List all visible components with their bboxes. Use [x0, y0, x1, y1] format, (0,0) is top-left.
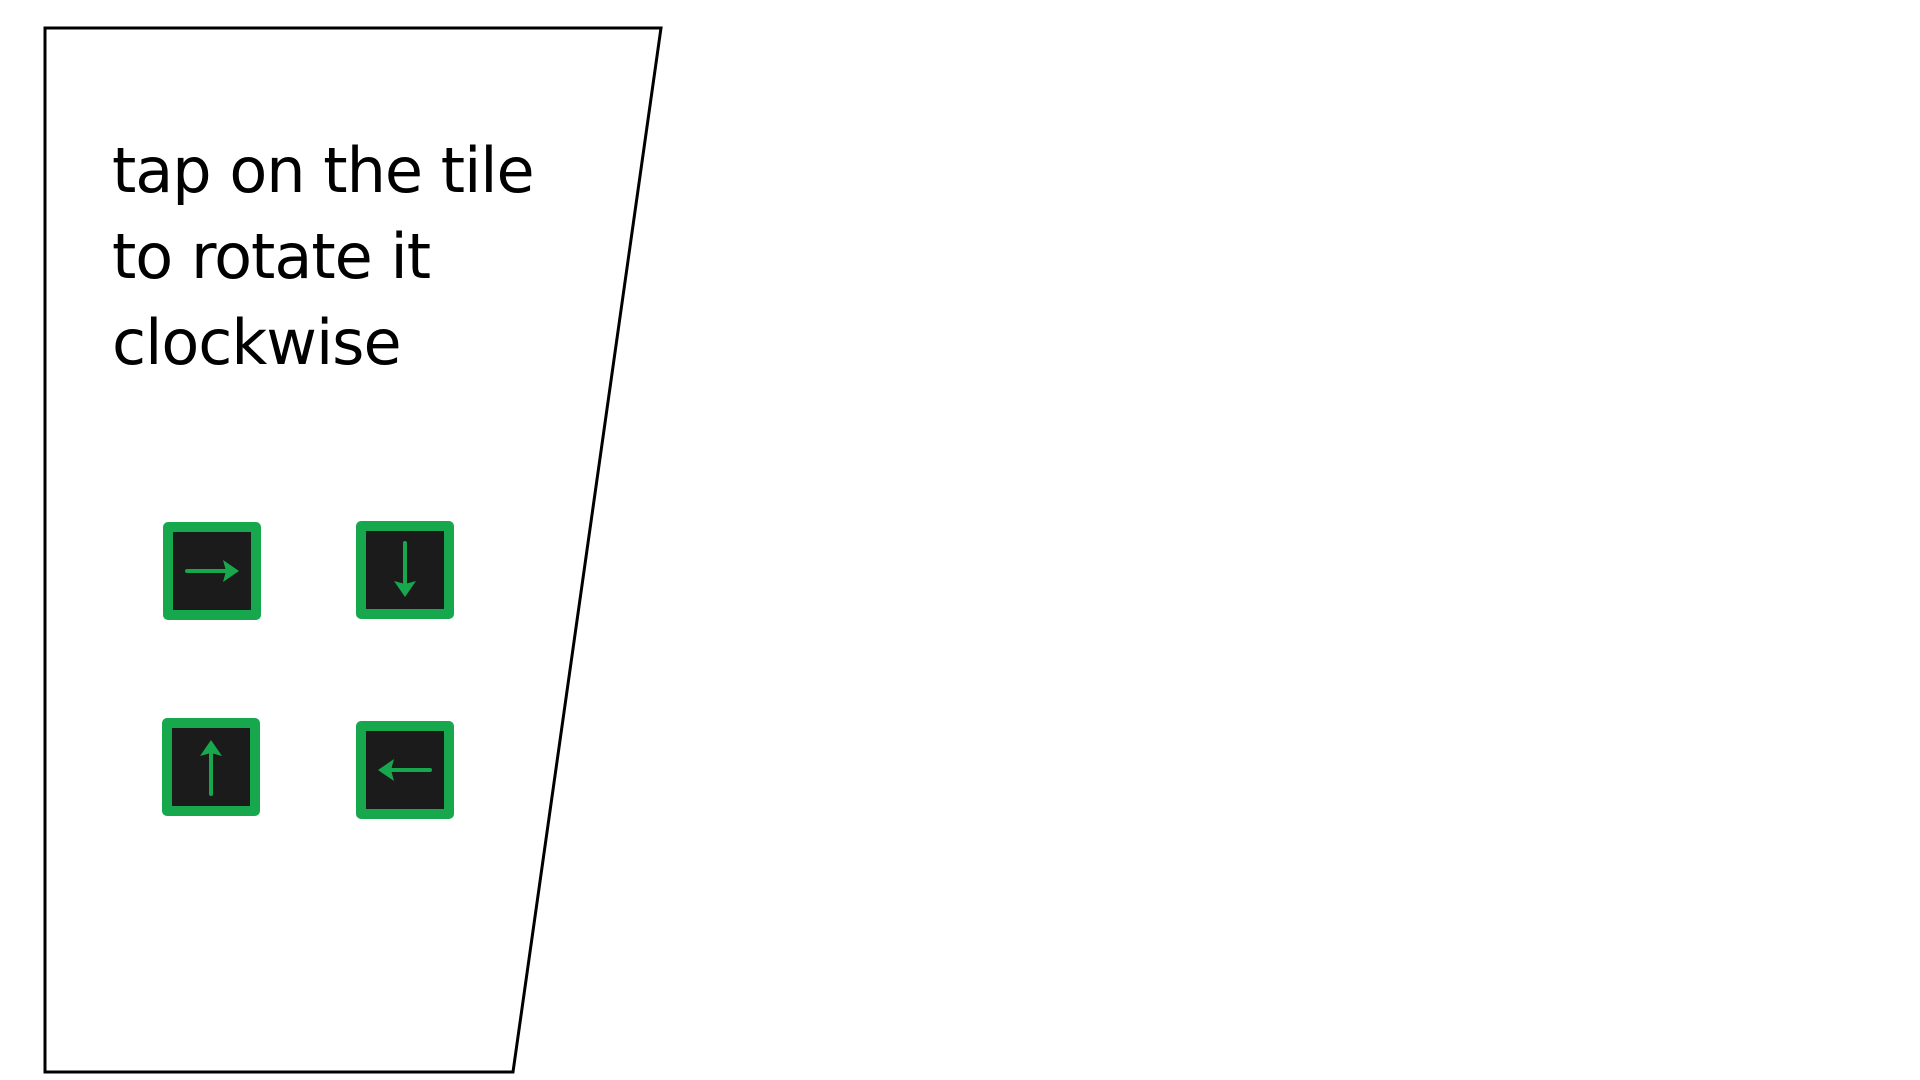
- arrow-right-icon: [185, 560, 239, 582]
- tile-arrow-right[interactable]: [163, 522, 261, 620]
- instruction-text: tap on the tile to rotate it clockwise: [112, 128, 572, 386]
- tile-arrow-left[interactable]: [356, 721, 454, 819]
- tile-arrow-down[interactable]: [356, 521, 454, 619]
- instruction-line-3: clockwise: [112, 306, 402, 379]
- instruction-line-2: to rotate it: [112, 220, 431, 293]
- arrow-left-icon: [378, 759, 432, 781]
- tile-arrow-up[interactable]: [162, 718, 260, 816]
- arrow-up-icon: [200, 740, 222, 796]
- arrow-down-icon: [394, 541, 416, 597]
- instruction-line-1: tap on the tile: [112, 134, 535, 207]
